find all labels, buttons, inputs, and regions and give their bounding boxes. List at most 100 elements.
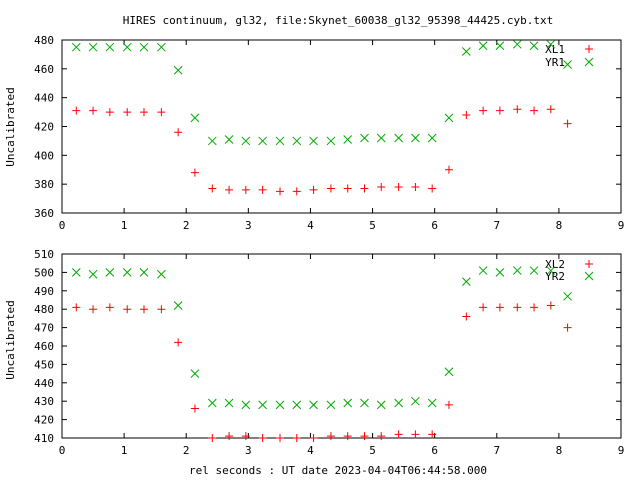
- y-tick-label: 470: [34, 322, 54, 335]
- data-point: [157, 108, 166, 117]
- top-y-axis-label: Uncalibrated: [4, 87, 17, 166]
- data-point: [241, 136, 251, 146]
- data-point: [123, 108, 132, 117]
- data-point: [444, 165, 453, 174]
- data-point: [309, 400, 318, 410]
- data-point: [326, 432, 335, 441]
- y-tick-label: 510: [34, 248, 54, 261]
- data-point: [71, 42, 81, 52]
- data-point: [495, 303, 504, 312]
- data-point: [530, 106, 539, 115]
- plot-frame: [61, 253, 622, 439]
- data-point: [563, 323, 572, 332]
- data-point: [292, 400, 302, 410]
- data-point: [376, 133, 386, 143]
- data-point: [529, 41, 539, 51]
- legend-label: YR2: [545, 270, 565, 283]
- data-point: [343, 184, 352, 193]
- data-point: [479, 106, 488, 115]
- data-point: [513, 303, 522, 312]
- x-axis-label: rel seconds : UT date 2023-04-04T06:44:5…: [189, 464, 487, 477]
- data-point: [479, 303, 488, 312]
- x-tick-label: 4: [307, 444, 314, 457]
- x-tick-label: 8: [556, 444, 563, 457]
- data-point: [122, 42, 132, 52]
- x-tick-label: 8: [556, 219, 563, 232]
- data-point: [241, 432, 250, 441]
- data-point: [241, 400, 251, 410]
- data-point: [105, 268, 115, 277]
- legend-marker: [585, 45, 593, 53]
- x-tick-label: 1: [121, 219, 128, 232]
- data-point: [444, 400, 453, 409]
- data-point: [495, 41, 505, 51]
- data-point: [105, 42, 115, 52]
- data-point: [546, 301, 555, 310]
- data-point: [71, 268, 81, 277]
- data-point: [89, 106, 98, 115]
- data-point: [157, 269, 166, 279]
- chart-title: HIRES continuum, gl32, file:Skynet_60038…: [123, 14, 553, 27]
- data-point: [139, 108, 148, 117]
- data-point: [376, 400, 386, 410]
- y-tick-label: 400: [34, 149, 54, 162]
- data-point: [157, 42, 166, 52]
- data-point: [275, 136, 285, 146]
- y-tick-label: 380: [34, 178, 54, 191]
- data-point: [72, 303, 81, 312]
- data-point: [394, 430, 403, 439]
- legend-label: YR1: [545, 56, 565, 69]
- x-tick-label: 7: [493, 444, 500, 457]
- data-point: [428, 184, 437, 193]
- x-tick-label: 9: [618, 444, 625, 457]
- data-point: [563, 291, 572, 301]
- data-point: [326, 136, 336, 146]
- data-point: [72, 106, 81, 115]
- data-point: [309, 434, 318, 442]
- data-point: [495, 268, 505, 277]
- y-tick-label: 460: [34, 340, 54, 353]
- data-point: [292, 187, 301, 196]
- data-point: [258, 136, 267, 146]
- x-tick-label: 0: [59, 444, 66, 457]
- data-point: [122, 268, 132, 277]
- data-point: [478, 41, 488, 51]
- data-point: [225, 185, 234, 194]
- y-tick-label: 420: [34, 414, 54, 427]
- data-point: [190, 404, 199, 413]
- x-tick-label: 6: [431, 219, 438, 232]
- data-point: [258, 434, 267, 442]
- y-tick-label: 460: [34, 63, 54, 76]
- data-point: [512, 39, 522, 49]
- data-point: [89, 305, 98, 314]
- data-point: [377, 432, 386, 441]
- data-point: [276, 187, 285, 196]
- data-point: [394, 398, 403, 408]
- data-point: [88, 42, 98, 52]
- data-point: [173, 65, 183, 75]
- data-point: [292, 434, 301, 442]
- legend-marker: [584, 57, 594, 67]
- legend-label: XL1: [545, 43, 565, 56]
- data-point: [343, 135, 353, 144]
- data-point: [207, 398, 217, 408]
- data-point: [224, 398, 234, 408]
- data-point: [563, 119, 572, 128]
- data-point: [292, 136, 302, 146]
- y-tick-label: 490: [34, 285, 54, 298]
- y-tick-label: 430: [34, 395, 54, 408]
- series-xl2: [72, 301, 572, 442]
- data-point: [529, 266, 539, 275]
- data-point: [461, 47, 471, 56]
- data-point: [563, 60, 572, 69]
- data-point: [208, 184, 217, 193]
- data-point: [462, 312, 471, 321]
- data-point: [88, 269, 98, 279]
- data-point: [546, 266, 556, 275]
- data-point: [495, 106, 504, 115]
- x-tick-label: 5: [369, 444, 376, 457]
- data-point: [174, 338, 183, 347]
- x-tick-label: 4: [307, 219, 314, 232]
- y-tick-label: 480: [34, 34, 54, 47]
